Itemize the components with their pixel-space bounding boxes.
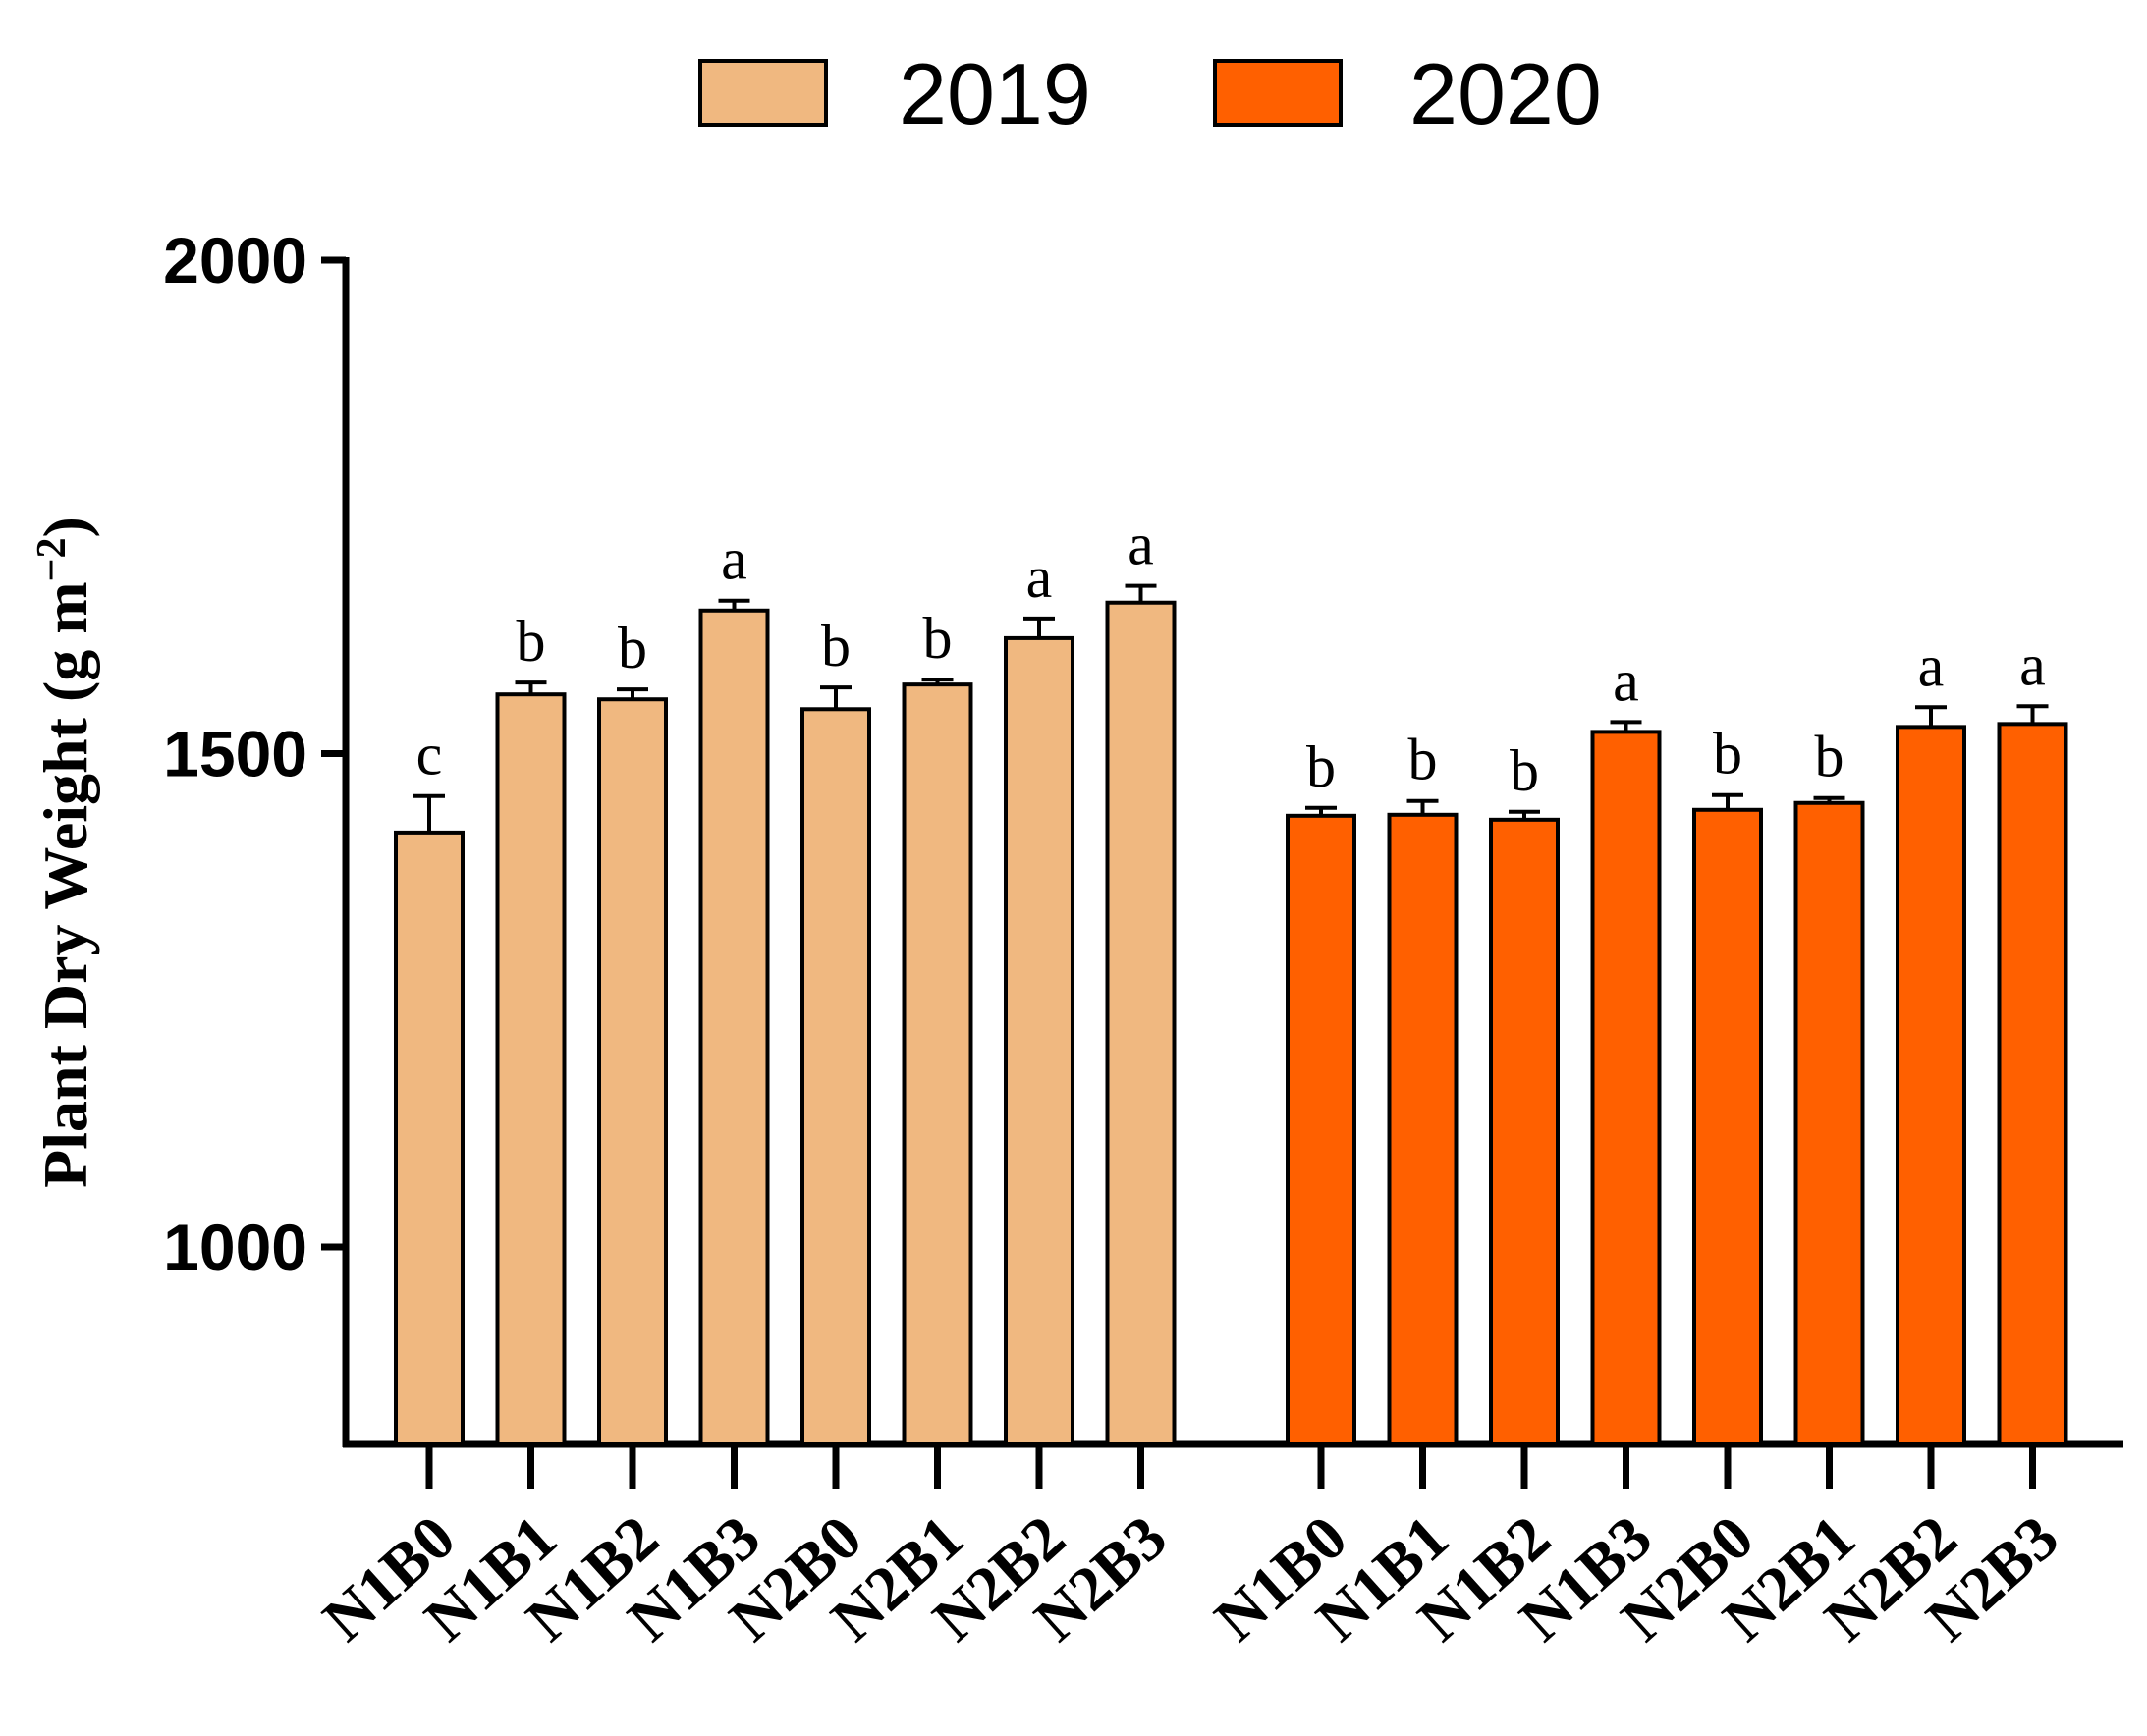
bar-2020-N2B3: [1997, 722, 2068, 1446]
y-tick-label-1000: 1000: [163, 1211, 307, 1283]
y-tick-label-1500: 1500: [163, 718, 307, 790]
sig-letter-2020-N2B3: a: [2019, 632, 2046, 697]
y-axis-title: Plant Dry Weight (g m−2): [29, 516, 100, 1188]
legend-swatch-2020: [1213, 59, 1343, 127]
bar-2019-N1B0: [394, 830, 465, 1446]
sig-letter-2020-N2B0: b: [1713, 722, 1742, 787]
sig-letter-2019-N2B1: b: [923, 606, 953, 671]
sig-letter-2019-N2B0: b: [821, 614, 851, 678]
sig-letter-2020-N1B3: a: [1613, 648, 1639, 713]
legend-swatch-2019: [698, 59, 828, 127]
sig-letter-2019-N1B0: c: [416, 723, 443, 787]
sig-letter-2020-N1B1: b: [1408, 728, 1438, 792]
bar-2020-N2B0: [1692, 807, 1763, 1446]
sig-letter-2020-N2B2: a: [1918, 633, 1945, 698]
bar-2019-N1B2: [597, 697, 668, 1446]
bar-2019-N2B0: [800, 707, 871, 1446]
sig-letter-2019-N1B2: b: [618, 616, 647, 680]
legend: 2019 2020: [698, 45, 1602, 142]
bar-2020-N2B1: [1793, 800, 1865, 1446]
sig-letter-2020-N2B1: b: [1815, 725, 1844, 789]
sig-letter-2019-N2B2: a: [1026, 545, 1053, 610]
y-ticks: 1000 1500 2000: [163, 224, 346, 1283]
sig-letter-2020-N1B0: b: [1306, 734, 1336, 799]
bar-2020-N1B2: [1489, 817, 1560, 1446]
y-tick-label-2000: 2000: [163, 224, 307, 297]
sig-letter-2020-N1B2: b: [1510, 738, 1539, 803]
bar-2019-N2B2: [1004, 635, 1074, 1446]
sig-letter-2019-N1B1: b: [517, 609, 546, 674]
bar-2019-N2B3: [1105, 600, 1177, 1446]
bars: c b b a b b a a b b b a b b a a: [394, 513, 2068, 1446]
legend-label-2020: 2020: [1409, 45, 1602, 142]
bar-2020-N1B1: [1387, 812, 1459, 1446]
bar-2019-N2B1: [902, 682, 973, 1446]
sig-letter-2019-N1B3: a: [721, 527, 747, 592]
bar-2019-N1B1: [495, 692, 567, 1446]
legend-label-2019: 2019: [899, 45, 1091, 142]
bar-2020-N1B0: [1286, 813, 1356, 1446]
bar-2020-N2B2: [1896, 725, 1966, 1446]
bar-2020-N1B3: [1590, 730, 1662, 1446]
sig-letter-2019-N2B3: a: [1128, 513, 1154, 577]
bar-2019-N1B3: [698, 608, 770, 1446]
